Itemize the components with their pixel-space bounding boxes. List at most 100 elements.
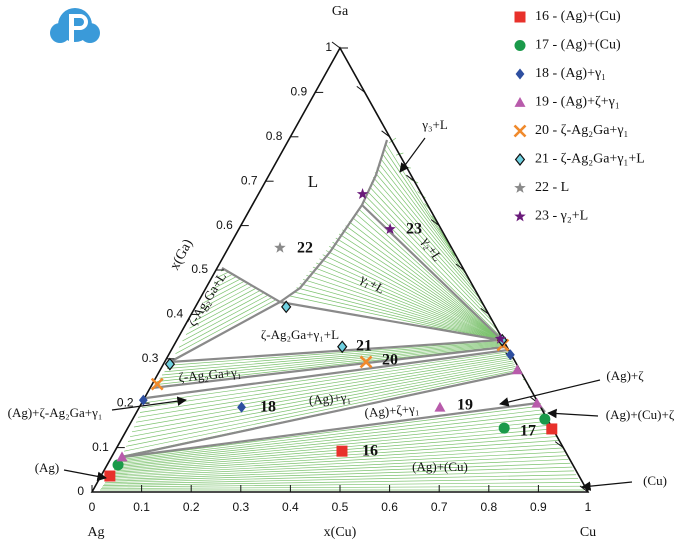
- legend-label: 17 - (Ag)+(Cu): [535, 38, 621, 53]
- tie-line: [380, 158, 461, 265]
- tie-line: [131, 362, 514, 433]
- data-point: [336, 445, 348, 457]
- x-tick-label: 0.2: [183, 500, 200, 514]
- annotation: (Ag)+ζ: [606, 368, 644, 383]
- tie-line: [141, 353, 510, 409]
- y-tick-right: [356, 86, 366, 93]
- legend-marker: [514, 210, 526, 222]
- tie-line: [302, 279, 501, 341]
- tie-line: [154, 345, 505, 386]
- tie-line: [213, 274, 233, 285]
- point-label: 21: [356, 338, 372, 355]
- x-axis-label: x(Cu): [324, 525, 357, 540]
- tie-line: [342, 229, 501, 340]
- legend-label: 23 - γ₂+L: [535, 209, 588, 224]
- tie-line: [372, 177, 479, 298]
- y-tick-right: [480, 307, 490, 315]
- tie-line: [107, 459, 569, 479]
- y-tick-label: 0.1: [92, 440, 109, 454]
- tie-line: [306, 274, 501, 341]
- x-tick-label: 0.6: [381, 500, 398, 514]
- tie-line: [206, 278, 241, 297]
- annotation-arrow: [399, 137, 426, 173]
- point-label: 23: [406, 221, 422, 238]
- tie-line: [116, 424, 551, 466]
- x-tick-label: 0.7: [431, 500, 448, 514]
- region-label: γ₁+L: [357, 270, 388, 296]
- tie-line: [445, 239, 456, 259]
- tie-line: [119, 413, 545, 462]
- legend-label: 16 - (Ag)+(Cu): [535, 9, 621, 24]
- tie-line: [335, 237, 501, 340]
- y-tick-label: 0.5: [191, 262, 208, 276]
- tie-line: [378, 162, 465, 273]
- data-point: [281, 300, 292, 314]
- tie-line: [100, 485, 583, 489]
- legend-marker: [514, 11, 526, 23]
- tie-line: [114, 432, 555, 469]
- tie-line: [383, 148, 451, 249]
- corner-label: Cu: [580, 525, 596, 540]
- legend-marker: [515, 68, 525, 80]
- tie-line: [106, 462, 571, 481]
- legend-marker: [514, 181, 526, 193]
- x-tick-label: 1: [585, 500, 592, 514]
- tie-line: [345, 225, 501, 339]
- tie-line: [312, 266, 501, 341]
- tie-line: [185, 292, 265, 335]
- legend-label: 22 - L: [535, 180, 569, 195]
- tie-line: [164, 342, 502, 373]
- tie-lines: [100, 137, 584, 491]
- tie-line: [355, 213, 501, 339]
- corner-label: Ag: [87, 525, 104, 540]
- data-point: [494, 332, 507, 344]
- tie-line: [299, 283, 501, 341]
- data-point: [539, 413, 551, 425]
- annotation-arrow: [111, 396, 187, 411]
- region-label: L: [308, 172, 318, 191]
- tie-line: [137, 356, 512, 418]
- corner-label: Ga: [332, 4, 349, 19]
- data-point: [150, 377, 164, 391]
- data-point: [359, 355, 373, 369]
- x-tick-label: 0.3: [232, 500, 249, 514]
- data-point: [384, 223, 396, 234]
- region-label: (Ag)+(Cu): [412, 459, 468, 474]
- point-label: 17: [520, 423, 536, 440]
- data-point: [434, 401, 446, 412]
- legend-label: 19 - (Ag)+ζ+γ₁: [535, 95, 620, 110]
- point-label: 19: [457, 397, 473, 414]
- y-tick-label: 0.9: [291, 85, 308, 99]
- tie-line: [203, 281, 245, 304]
- data-point: [112, 459, 124, 471]
- tie-line: [105, 466, 573, 482]
- data-point: [356, 188, 369, 199]
- tie-line: [161, 343, 503, 376]
- tie-line: [319, 258, 501, 341]
- y-tick-label: 0.4: [167, 307, 184, 321]
- tie-line: [296, 287, 501, 342]
- y-tick-label: 0.6: [216, 218, 233, 232]
- tie-line: [385, 143, 447, 241]
- point-label: 18: [260, 399, 276, 416]
- y-tick-right: [430, 219, 440, 227]
- data-point: [274, 241, 286, 253]
- x-tick-label: 0.8: [480, 500, 497, 514]
- tie-line: [125, 367, 517, 447]
- tie-line: [192, 287, 257, 323]
- tie-line: [110, 447, 563, 475]
- tie-line: [108, 455, 567, 478]
- tie-line: [109, 451, 565, 476]
- tie-line: [217, 271, 229, 278]
- tie-line: [101, 482, 581, 488]
- data-point: [511, 364, 523, 375]
- tie-line: [139, 355, 511, 413]
- tie-line: [196, 285, 253, 316]
- annotation: (Cu): [643, 473, 667, 488]
- annotation: (Ag): [35, 460, 60, 475]
- tie-line: [182, 294, 269, 342]
- data-point: [498, 422, 510, 434]
- tie-line: [127, 366, 516, 442]
- tie-line: [143, 351, 509, 404]
- tie-line: [363, 200, 503, 339]
